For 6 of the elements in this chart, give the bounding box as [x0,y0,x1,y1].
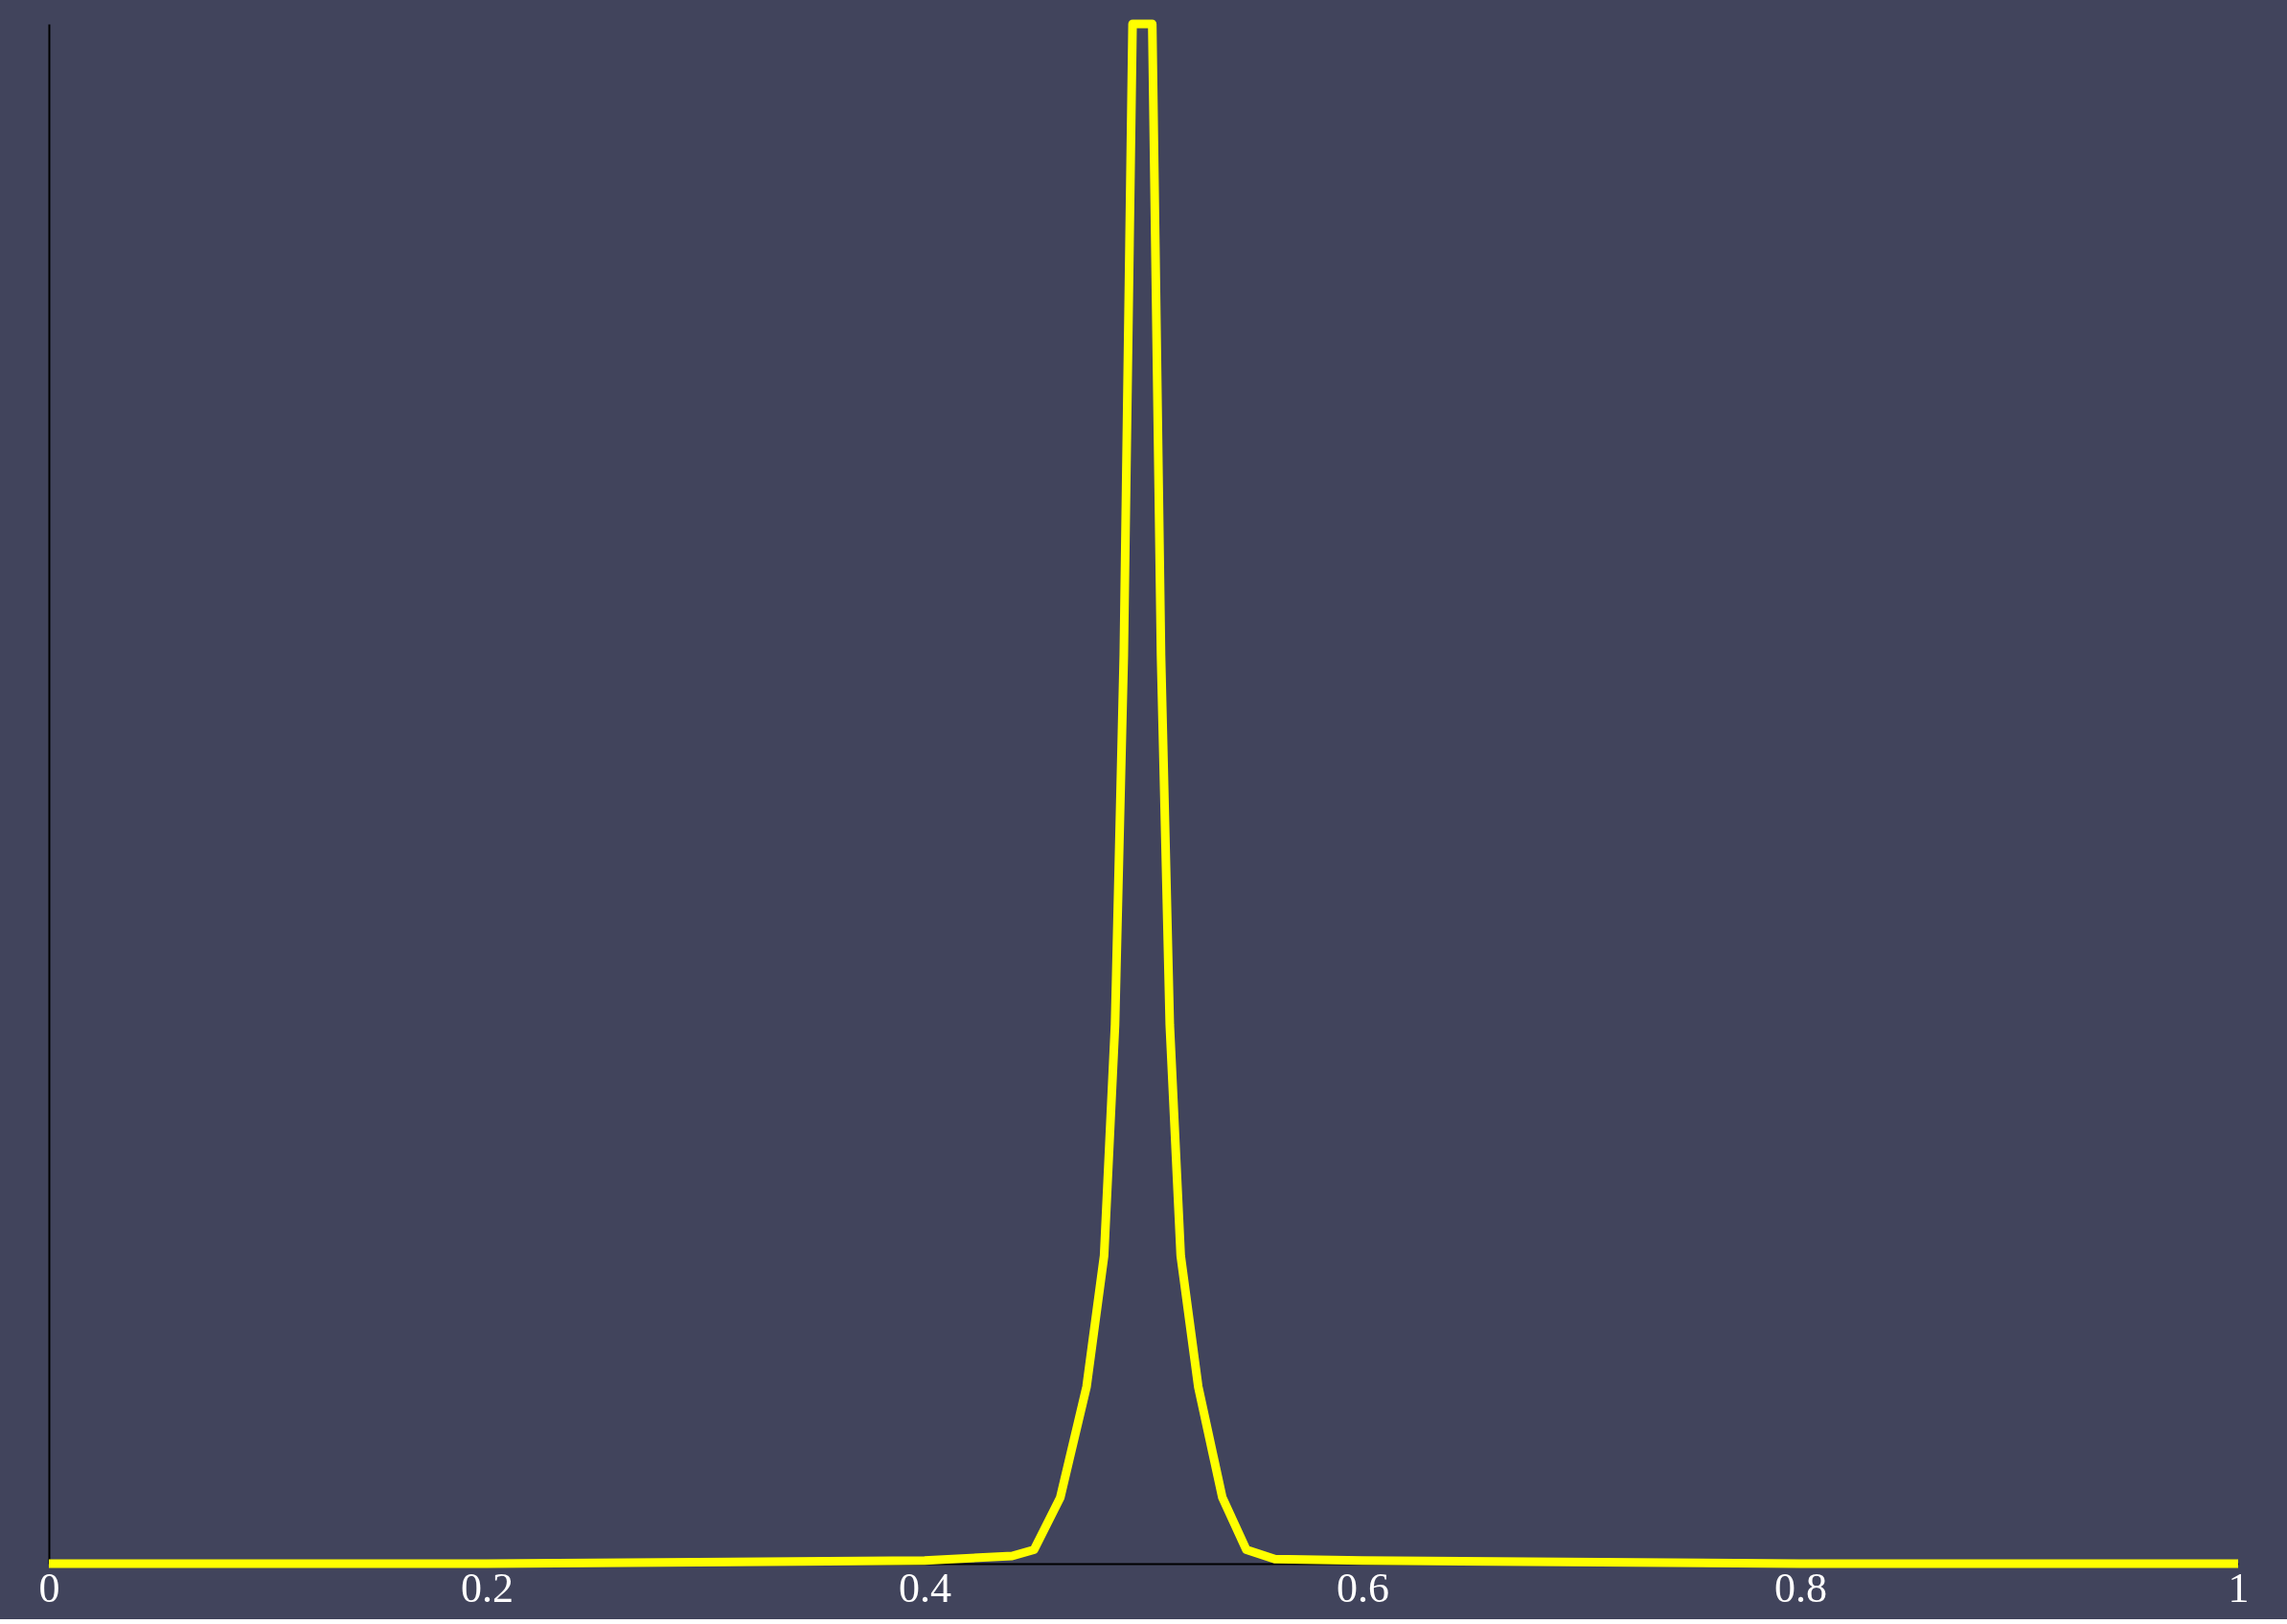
x-tick-label: 0.2 [461,1564,514,1612]
x-tick-label: 0.6 [1337,1564,1389,1612]
x-tick-label: 0 [38,1564,60,1612]
x-tick-label: 0.8 [1774,1564,1827,1612]
x-tick-label: 0.4 [899,1564,951,1612]
x-tick-label: 1 [2228,1564,2250,1612]
